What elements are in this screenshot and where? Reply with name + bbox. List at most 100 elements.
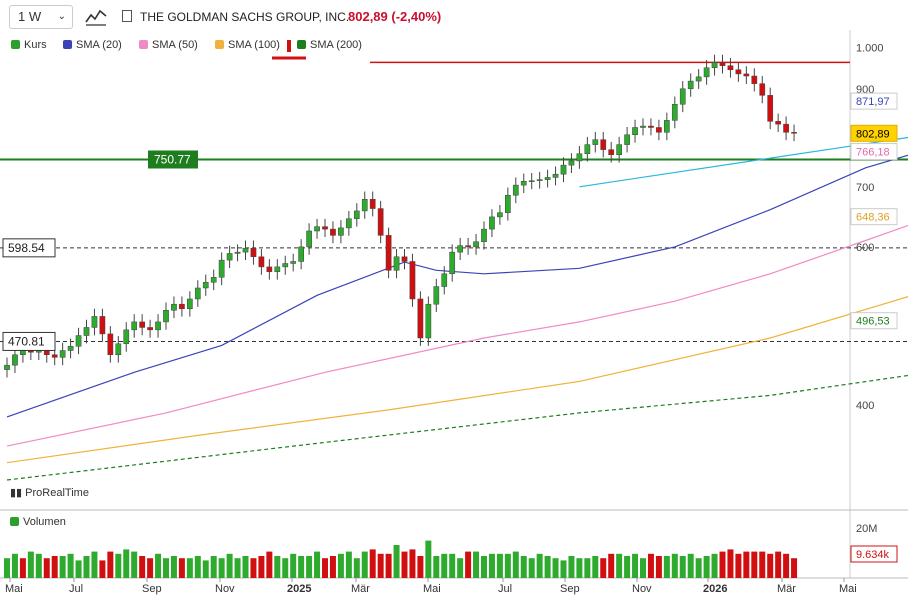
- candle-body: [4, 364, 10, 370]
- candle-body: [648, 125, 654, 128]
- volume-bar: [115, 553, 122, 578]
- candle-body: [75, 335, 82, 347]
- candle-body: [353, 210, 360, 219]
- volume-bar: [449, 553, 456, 578]
- volume-bar: [322, 558, 328, 578]
- volume-bar: [711, 553, 718, 578]
- volume-bar: [536, 553, 543, 578]
- volume-bar: [640, 558, 646, 578]
- candle-body: [266, 266, 273, 272]
- price-badge-box: [850, 143, 898, 161]
- level-label-box: [2, 238, 56, 258]
- candle-body: [640, 125, 646, 128]
- candle-body: [202, 281, 209, 289]
- candle-body: [330, 228, 336, 236]
- candle-body: [155, 321, 161, 331]
- price-badge-label: 802,89: [856, 128, 890, 140]
- volume-bar: [528, 558, 535, 578]
- volume-legend[interactable]: Volumen: [10, 516, 66, 528]
- volume-bar: [465, 551, 472, 578]
- support-label-box: [148, 150, 198, 169]
- volume-bar: [679, 556, 686, 578]
- x-tick-label: Mär: [351, 583, 370, 595]
- candle-body: [322, 226, 328, 230]
- timeframe-select[interactable]: 1 W ⌄: [9, 5, 73, 29]
- volume-bar: [775, 551, 782, 578]
- volume-bar: [361, 551, 368, 578]
- volume-bar: [202, 560, 209, 578]
- volume-bar: [417, 556, 424, 578]
- price-change: 802,89 (-2,40%): [348, 9, 442, 24]
- volume-bar: [735, 553, 742, 578]
- x-tick-label: Jul: [498, 583, 512, 595]
- volume-bar: [568, 556, 575, 578]
- alert-marker-icon: [287, 40, 291, 52]
- volume-bar: [274, 556, 281, 578]
- x-tick-label: 2026: [703, 583, 727, 595]
- volume-bar: [409, 549, 416, 578]
- candle-body: [234, 251, 241, 254]
- legend-item-sma100[interactable]: SMA (100): [214, 37, 280, 53]
- candle-body: [679, 88, 686, 105]
- volume-bar: [616, 553, 623, 578]
- volume-bar: [584, 558, 591, 578]
- candle-body: [361, 198, 368, 212]
- chart-type-icon[interactable]: [84, 6, 108, 28]
- volume-bar: [512, 551, 519, 578]
- candle-body: [584, 144, 591, 154]
- volume-bar: [457, 558, 464, 578]
- volume-bar: [99, 560, 106, 578]
- volume-bar: [163, 558, 169, 578]
- legend-label: SMA (50): [152, 39, 198, 51]
- volume-bar: [671, 553, 678, 578]
- candles-group: [4, 54, 797, 378]
- candle-body: [258, 256, 265, 268]
- volume-bar: [783, 553, 790, 578]
- volume-bar: [727, 549, 734, 578]
- volume-bar: [147, 558, 154, 578]
- candle-body: [147, 327, 153, 331]
- candle-body: [417, 298, 424, 339]
- volume-bar: [488, 553, 495, 578]
- candle-body: [171, 303, 177, 311]
- candle-body: [385, 235, 392, 271]
- price-tick-label: 1.000: [856, 43, 884, 55]
- price-tick-label: 600: [856, 242, 874, 254]
- volume-bar: [218, 558, 225, 578]
- timeframe-value: 1 W: [18, 9, 42, 24]
- volume-bar: [425, 540, 432, 578]
- candle-body: [791, 132, 797, 134]
- candle-body: [306, 230, 312, 248]
- volume-bar: [624, 556, 631, 578]
- volume-bar: [369, 549, 376, 578]
- volume-bar: [592, 556, 599, 578]
- candle-body: [449, 251, 456, 275]
- candle-body: [441, 273, 448, 287]
- candle-body: [51, 354, 58, 358]
- candle-body: [568, 160, 575, 166]
- candle-body: [377, 208, 384, 236]
- volume-bar: [751, 551, 758, 578]
- candle-body: [187, 298, 193, 309]
- candle-body: [91, 316, 98, 328]
- candle-body: [719, 62, 726, 66]
- legend-item-sma200[interactable]: SMA (200): [296, 37, 362, 53]
- candle-body: [608, 149, 615, 155]
- candle-body: [783, 123, 789, 133]
- candle-body: [616, 144, 622, 155]
- volume-bar: [226, 553, 233, 578]
- legend-item-sma50[interactable]: SMA (50): [138, 37, 198, 53]
- legend-item-kurs[interactable]: Kurs: [10, 37, 47, 53]
- volume-bar: [266, 551, 273, 578]
- volume-bar: [663, 556, 670, 578]
- volume-bar: [433, 556, 440, 578]
- candle-body: [425, 303, 432, 339]
- legend-item-sma20[interactable]: SMA (20): [62, 37, 122, 53]
- x-tick-label: 2025: [287, 583, 311, 595]
- candle-body: [123, 329, 130, 345]
- volume-bar: [560, 560, 567, 578]
- candle-body: [520, 181, 527, 186]
- volume-bar: [67, 553, 74, 578]
- volume-bar: [441, 553, 448, 578]
